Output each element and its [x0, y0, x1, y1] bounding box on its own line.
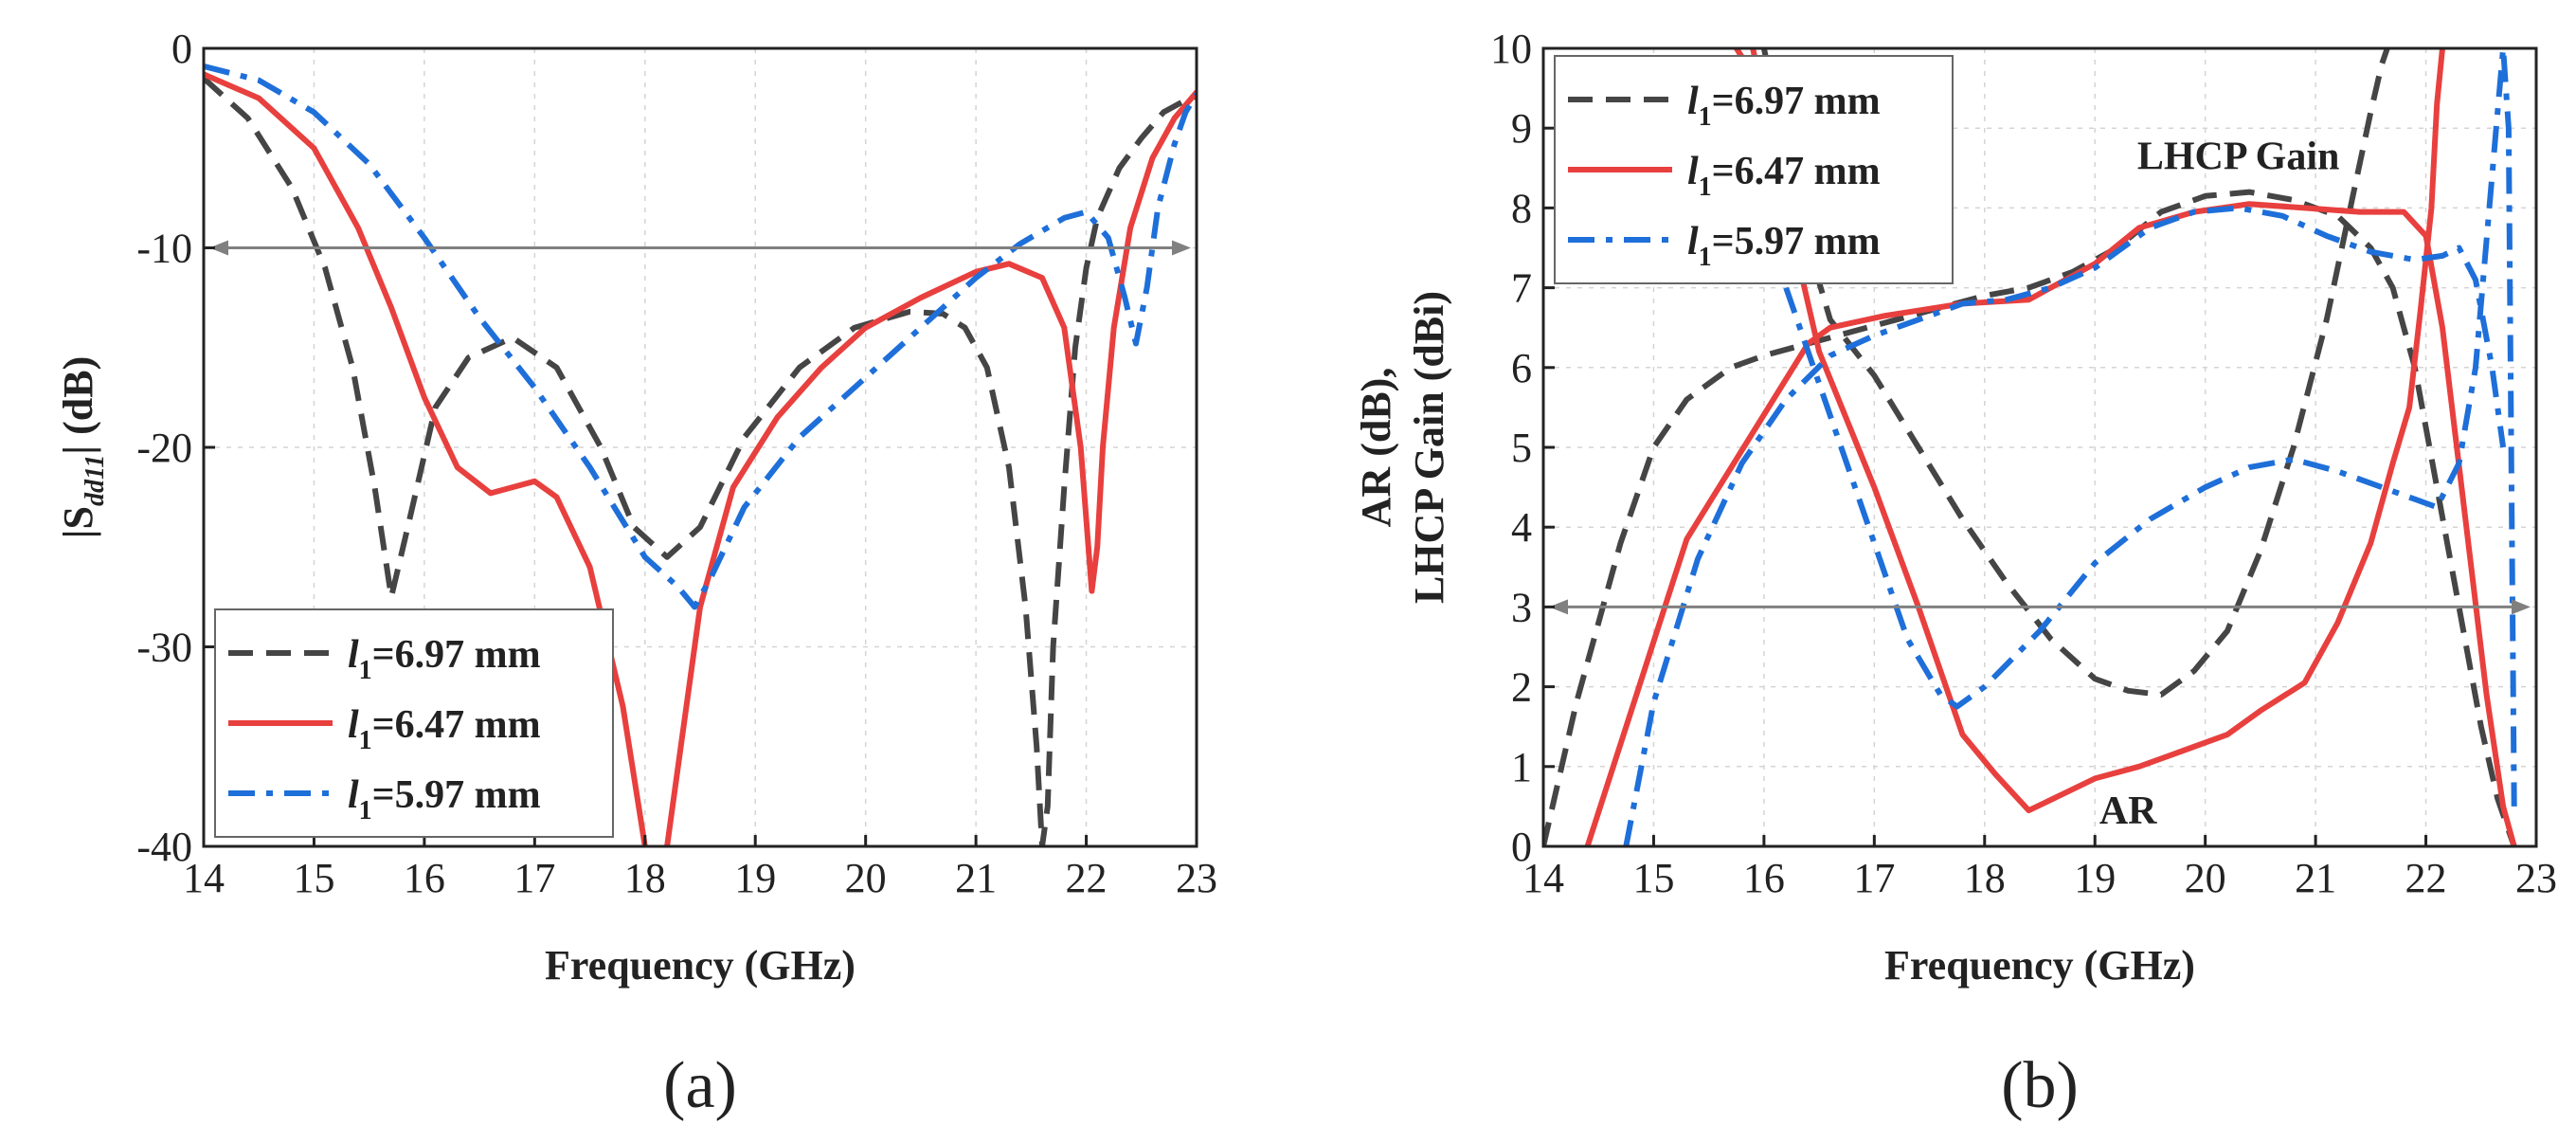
- reference-arrow-left: [1549, 599, 1568, 615]
- y-tick-label: 3: [1511, 584, 1532, 630]
- legend-label-symbol: l: [1687, 150, 1699, 193]
- y-tick-label: 6: [1511, 345, 1532, 391]
- reference-arrow-right: [1172, 240, 1191, 256]
- legend-label-value: =6.97 mm: [1712, 80, 1881, 123]
- x-tick-label: 17: [1853, 855, 1895, 901]
- x-tick-label: 16: [1743, 855, 1785, 901]
- x-tick-label: 14: [183, 855, 225, 901]
- y-tick-label: 7: [1511, 265, 1532, 312]
- x-tick-label: 15: [293, 855, 334, 901]
- x-tick-label: 16: [404, 855, 445, 901]
- data-layer: [204, 63, 1197, 846]
- series-1-line: [204, 76, 1197, 846]
- series-3-line: [204, 63, 1197, 610]
- x-tick-label: 20: [845, 855, 887, 901]
- y-tick-label: 4: [1511, 504, 1532, 551]
- x-tick-label: 23: [2515, 855, 2557, 901]
- legend-label-symbol: l: [348, 773, 359, 817]
- legend-label: l1=6.97 mm: [1687, 80, 1881, 132]
- legend-label-value: =6.47 mm: [372, 703, 541, 747]
- series-2-line: [204, 71, 1197, 846]
- y-tick-label: 1: [1511, 744, 1532, 790]
- legend-label-subscript: 1: [359, 796, 372, 826]
- legend-label: l1=6.97 mm: [348, 633, 541, 685]
- series-3-ar-line: [1783, 48, 2517, 807]
- x-tick-label: 23: [1176, 855, 1217, 901]
- annotation-label: AR: [2099, 789, 2157, 833]
- y-tick-label: 0: [1511, 824, 1532, 870]
- legend-label-subscript: 1: [359, 726, 372, 755]
- x-tick-label: 14: [1522, 855, 1564, 901]
- reference-arrow-left: [209, 240, 228, 256]
- y-tick-label: 9: [1511, 105, 1532, 152]
- y-tick-label: 10: [1490, 26, 1532, 72]
- x-tick-label: 15: [1632, 855, 1674, 901]
- series-3-gain-line: [1623, 205, 2507, 846]
- legend-label-value: =6.47 mm: [1712, 150, 1881, 193]
- reference-arrow-right: [2512, 599, 2531, 615]
- y-tick-label: 0: [171, 26, 192, 72]
- legend-label-subscript: 1: [359, 656, 372, 685]
- y-axis-label-line: LHCP Gain (dBi): [1406, 291, 1452, 604]
- series-2-ar-line: [1750, 48, 2445, 814]
- legend-label-value: =5.97 mm: [1712, 220, 1881, 263]
- legend-label-symbol: l: [348, 703, 359, 747]
- x-axis-label: Frequency (GHz): [545, 942, 856, 989]
- x-tick-label: 18: [624, 855, 666, 901]
- legend-label: l1=6.47 mm: [1687, 150, 1881, 202]
- legend-label-symbol: l: [1687, 80, 1699, 123]
- y-tick-label: 8: [1511, 185, 1532, 231]
- legend-label-value: =5.97 mm: [372, 773, 541, 817]
- chart-a: 14 15 16 17 18 19 20 21 22 23 0 -10 -20 -30 -40 Frequen…: [55, 26, 1217, 1122]
- x-tick-label: 22: [1066, 855, 1108, 901]
- legend-label-symbol: l: [348, 633, 359, 677]
- legend-label: l1=6.47 mm: [348, 703, 541, 755]
- series-1-ar-line: [1760, 48, 2390, 698]
- legend-label-value: =6.97 mm: [372, 633, 541, 677]
- y-tick-label: -30: [136, 625, 192, 671]
- chart-caption: (a): [663, 1049, 737, 1122]
- x-tick-label: 17: [513, 855, 555, 901]
- legend-label-subscript: 1: [1699, 243, 1712, 272]
- annotation-label: LHCP Gain: [2137, 136, 2340, 179]
- y-tick-label: 5: [1511, 425, 1532, 471]
- y-axis-label-unit: | (dB): [55, 356, 101, 455]
- x-tick-label: 19: [2074, 855, 2116, 901]
- y-tick-label: -10: [136, 226, 192, 272]
- x-tick-label: 22: [2405, 855, 2447, 901]
- y-tick-label: -20: [136, 425, 192, 471]
- data-layer: [1543, 48, 2517, 846]
- y-axis-label-line: AR (dB),: [1353, 368, 1399, 528]
- y-axis-label-main: |S: [55, 506, 101, 538]
- x-tick-label: 21: [955, 855, 997, 901]
- legend-label: l1=5.97 mm: [348, 773, 541, 826]
- legend-label-subscript: 1: [1699, 172, 1712, 202]
- x-tick-label: 18: [1964, 855, 2006, 901]
- x-tick-label: 19: [734, 855, 776, 901]
- y-tick-label: -40: [136, 824, 192, 870]
- legend-label-symbol: l: [1687, 220, 1699, 263]
- series-1-gain-line: [1543, 189, 2517, 846]
- legend-label-subscript: 1: [1699, 102, 1712, 132]
- y-axis-label: |Sdd11| (dB): [55, 356, 110, 538]
- legend-label: l1=5.97 mm: [1687, 220, 1881, 272]
- x-tick-label: 21: [2295, 855, 2336, 901]
- y-axis-label-subscript: dd11: [81, 455, 110, 506]
- y-tick-label: 2: [1511, 664, 1532, 711]
- chart-b: 14 15 16 17 18 19 20 21 22 23012345678910Frequenc…: [1353, 26, 2557, 1122]
- x-tick-label: 20: [2185, 855, 2226, 901]
- chart-caption: (b): [2001, 1049, 2079, 1122]
- x-axis-label: Frequency (GHz): [1884, 942, 2195, 989]
